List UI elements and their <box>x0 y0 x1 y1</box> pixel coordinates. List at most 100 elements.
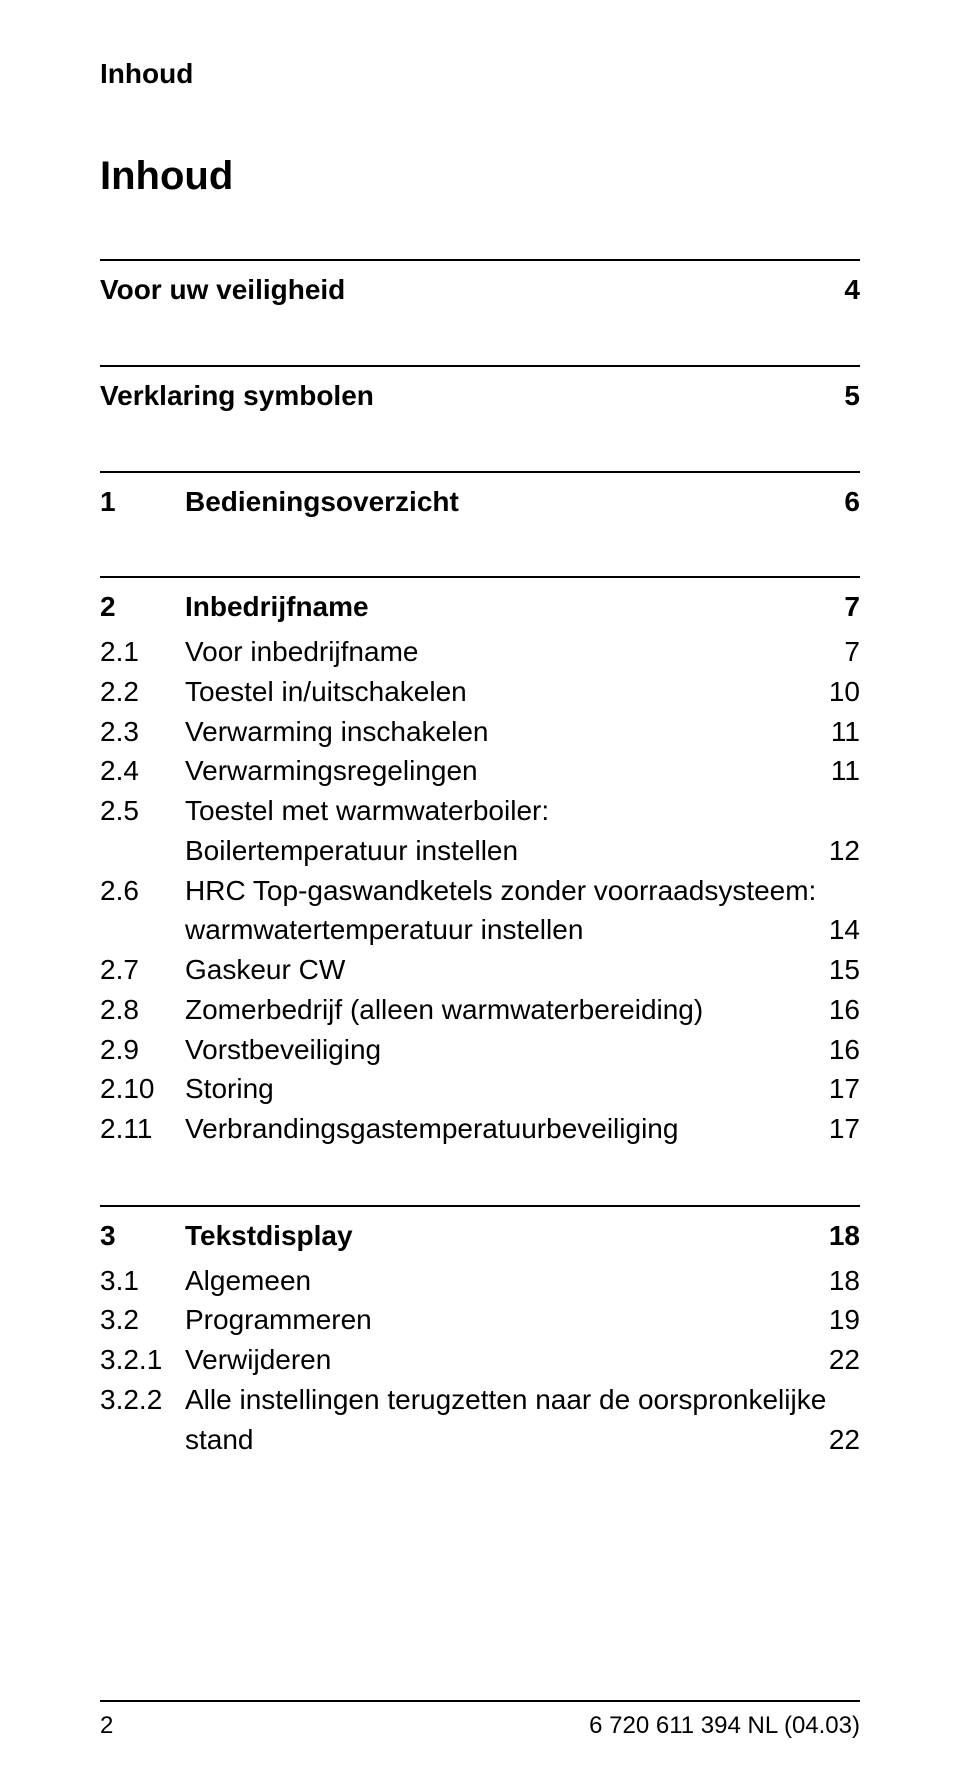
toc-item-row: 2.11Verbrandingsgastemperatuurbeveiligin… <box>100 1109 860 1149</box>
toc-item-page: 22 <box>810 1340 860 1380</box>
toc-section-label: Tekstdisplay <box>185 1217 810 1255</box>
toc-item-label: Programmeren <box>185 1300 810 1340</box>
toc-item-row: 2.6HRC Top-gaswandketels zonder voorraad… <box>100 871 860 911</box>
toc-item-page: 11 <box>810 712 860 752</box>
toc-section-number: 3 <box>100 1217 185 1255</box>
toc-section-label: Verklaring symbolen <box>100 377 810 415</box>
toc-title: Inhoud <box>100 154 860 199</box>
toc-item-row: 3.2.1Verwijderen22 <box>100 1340 860 1380</box>
page: Inhoud Inhoud Voor uw veiligheid4 Verklar… <box>0 0 960 1786</box>
toc-body: Voor uw veiligheid4 Verklaring symbolen5 1… <box>100 259 860 1459</box>
footer-page-number: 2 <box>100 1712 113 1740</box>
toc-item-label: Storing <box>185 1069 810 1109</box>
toc-item-number: 2.6 <box>100 871 185 911</box>
toc-item-row-continuation: stand22 <box>100 1420 860 1460</box>
toc-item-row-continuation: warmwatertemperatuur instellen14 <box>100 910 860 950</box>
toc-item-label: Zomerbedrijf (alleen warmwaterbereiding) <box>185 990 810 1030</box>
toc-item-page: 22 <box>810 1420 860 1460</box>
toc-item-number: 3.1 <box>100 1261 185 1301</box>
toc-section-row: Voor uw veiligheid4 <box>100 271 860 309</box>
section-rule <box>100 259 860 261</box>
footer-doc-ref: 6 720 611 394 NL (04.03) <box>589 1712 860 1740</box>
toc-section-page: 6 <box>810 483 860 521</box>
toc-item-number: 3.2.1 <box>100 1340 185 1380</box>
footer-rule <box>100 1700 860 1702</box>
page-footer: 2 6 720 611 394 NL (04.03) <box>100 1692 860 1740</box>
toc-item-page: 19 <box>810 1300 860 1340</box>
toc-item-label: Voor inbedrijfname <box>185 632 810 672</box>
toc-item-number: 2.1 <box>100 632 185 672</box>
toc-section-label: Inbedrijfname <box>185 588 810 626</box>
toc-section-page: 18 <box>810 1217 860 1255</box>
toc-item-label: Verwarming inschakelen <box>185 712 810 752</box>
toc-item-number: 2.8 <box>100 990 185 1030</box>
toc-item-label: Toestel met warmwaterboiler: <box>185 791 860 831</box>
toc-item-number: 2.11 <box>100 1109 185 1149</box>
toc-item-page: 18 <box>810 1261 860 1301</box>
toc-item-row: 2.10Storing17 <box>100 1069 860 1109</box>
toc-section-row: 1Bedieningsoverzicht6 <box>100 483 860 521</box>
toc-item-number: 2.3 <box>100 712 185 752</box>
toc-section-label: Voor uw veiligheid <box>100 271 810 309</box>
toc-item-number: 2.2 <box>100 672 185 712</box>
toc-item-number: 2.9 <box>100 1030 185 1070</box>
toc-item-number: 3.2.2 <box>100 1380 185 1420</box>
toc-section-row: 2Inbedrijfname7 <box>100 588 860 626</box>
toc-item-row: 2.3Verwarming inschakelen11 <box>100 712 860 752</box>
toc-section-page: 5 <box>810 377 860 415</box>
toc-section: 1Bedieningsoverzicht6 <box>100 471 860 521</box>
toc-item-number: 2.5 <box>100 791 185 831</box>
toc-item-row: 2.1Voor inbedrijfname7 <box>100 632 860 672</box>
toc-item-row: 3.2.2Alle instellingen terugzetten naar … <box>100 1380 860 1420</box>
toc-item-row: 2.9Vorstbeveiliging16 <box>100 1030 860 1070</box>
toc-item-label: Vorstbeveiliging <box>185 1030 810 1070</box>
toc-section: Verklaring symbolen5 <box>100 365 860 415</box>
toc-item-label: Gaskeur CW <box>185 950 810 990</box>
section-rule <box>100 1205 860 1207</box>
toc-item-page: 14 <box>810 910 860 950</box>
toc-section-page: 4 <box>810 271 860 309</box>
toc-section-number: 2 <box>100 588 185 626</box>
toc-item-number: 2.4 <box>100 751 185 791</box>
section-rule <box>100 471 860 473</box>
toc-item-label: Verbrandingsgastemperatuurbeveiliging <box>185 1109 810 1149</box>
toc-item-page: 7 <box>810 632 860 672</box>
toc-section-row: Verklaring symbolen5 <box>100 377 860 415</box>
toc-item-number: 2.7 <box>100 950 185 990</box>
toc-item-page: 16 <box>810 1030 860 1070</box>
toc-item-page: 11 <box>810 751 860 791</box>
toc-item-page: 12 <box>810 831 860 871</box>
toc-item-row: 2.2Toestel in/uitschakelen10 <box>100 672 860 712</box>
toc-item-label: HRC Top-gaswandketels zonder voorraadsys… <box>185 871 860 911</box>
toc-item-page: 10 <box>810 672 860 712</box>
toc-item-label-cont: Boilertemperatuur instellen <box>185 831 810 871</box>
toc-item-row: 3.2Programmeren19 <box>100 1300 860 1340</box>
toc-item-row: 2.8Zomerbedrijf (alleen warmwaterbereidi… <box>100 990 860 1030</box>
section-rule <box>100 365 860 367</box>
toc-item-row-continuation: Boilertemperatuur instellen12 <box>100 831 860 871</box>
running-head: Inhoud <box>100 58 860 90</box>
toc-item-label: Verwarmingsregelingen <box>185 751 810 791</box>
toc-section: 3Tekstdisplay183.1Algemeen183.2Programme… <box>100 1205 860 1460</box>
toc-item-row: 2.5Toestel met warmwaterboiler: <box>100 791 860 831</box>
toc-item-label: Verwijderen <box>185 1340 810 1380</box>
toc-item-row: 2.4Verwarmingsregelingen11 <box>100 751 860 791</box>
toc-item-label: Algemeen <box>185 1261 810 1301</box>
toc-item-label-cont: warmwatertemperatuur instellen <box>185 910 810 950</box>
toc-item-row: 2.7Gaskeur CW15 <box>100 950 860 990</box>
toc-item-row: 3.1Algemeen18 <box>100 1261 860 1301</box>
toc-section-row: 3Tekstdisplay18 <box>100 1217 860 1255</box>
toc-section-number: 1 <box>100 483 185 521</box>
toc-item-page: 15 <box>810 950 860 990</box>
toc-item-page: 16 <box>810 990 860 1030</box>
toc-item-label: Alle instellingen terugzetten naar de oo… <box>185 1380 860 1420</box>
toc-section-label: Bedieningsoverzicht <box>185 483 810 521</box>
toc-item-number: 2.10 <box>100 1069 185 1109</box>
section-rule <box>100 576 860 578</box>
toc-item-page: 17 <box>810 1069 860 1109</box>
toc-item-label: Toestel in/uitschakelen <box>185 672 810 712</box>
toc-item-number: 3.2 <box>100 1300 185 1340</box>
toc-section: Voor uw veiligheid4 <box>100 259 860 309</box>
toc-section: 2Inbedrijfname72.1Voor inbedrijfname72.2… <box>100 576 860 1149</box>
toc-item-page: 17 <box>810 1109 860 1149</box>
